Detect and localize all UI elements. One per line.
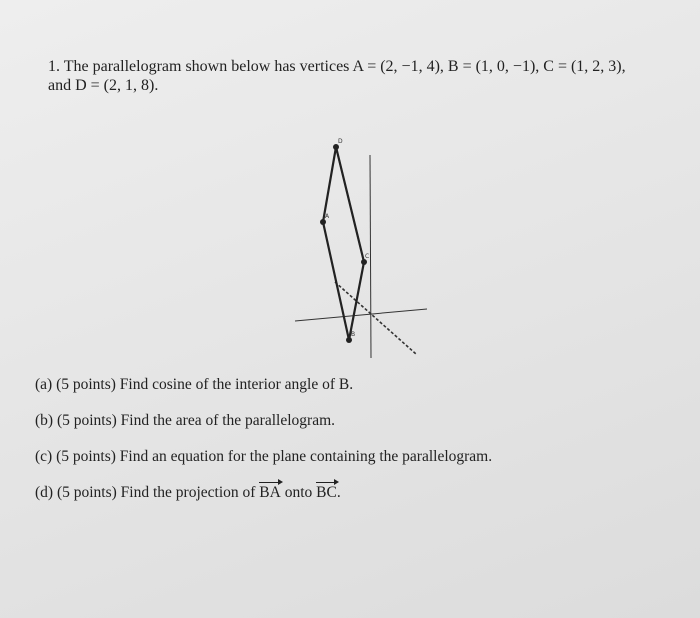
x-axis — [334, 281, 417, 355]
question: (d) (5 points) Find the projection of BA… — [35, 479, 341, 502]
edge — [335, 146, 365, 263]
vertex-label: A — [325, 213, 330, 220]
part-label: (d) — [35, 484, 54, 501]
vertex-label: B — [351, 331, 355, 338]
z-axis — [369, 154, 372, 359]
vertex — [346, 337, 352, 343]
part-text: (5 points) Find the area of the parallel… — [56, 412, 335, 429]
vector: BA — [259, 479, 283, 501]
problem-number: 1. — [48, 58, 60, 75]
vector: BC — [316, 479, 339, 501]
question: (b) (5 points) Find the area of the para… — [35, 412, 335, 430]
statement-text: The parallelogram shown below has vertic… — [63, 58, 626, 75]
vertex — [320, 219, 326, 225]
part-text: . — [336, 484, 341, 501]
part-label: (c) — [35, 448, 53, 465]
statement-line: 1. The parallelogram shown below has ver… — [48, 58, 626, 76]
part-text: (5 points) Find an equation for the plan… — [56, 448, 493, 465]
vertex-label: D — [338, 138, 343, 145]
question: (a) (5 points) Find cosine of the interi… — [35, 376, 353, 394]
part-label: (a) — [35, 376, 53, 393]
question: (c) (5 points) Find an equation for the … — [35, 448, 492, 466]
vertex — [333, 144, 339, 150]
part-label: (b) — [35, 412, 54, 429]
part-text: onto — [284, 484, 313, 501]
part-text: (5 points) Find cosine of the interior a… — [56, 376, 354, 393]
statement-line: and D = (2, 1, 8). — [48, 77, 159, 94]
part-text: (5 points) Find the projection of — [56, 484, 256, 501]
vertex-label: C — [365, 253, 369, 260]
y-axis — [294, 308, 428, 322]
vertex — [361, 259, 367, 265]
